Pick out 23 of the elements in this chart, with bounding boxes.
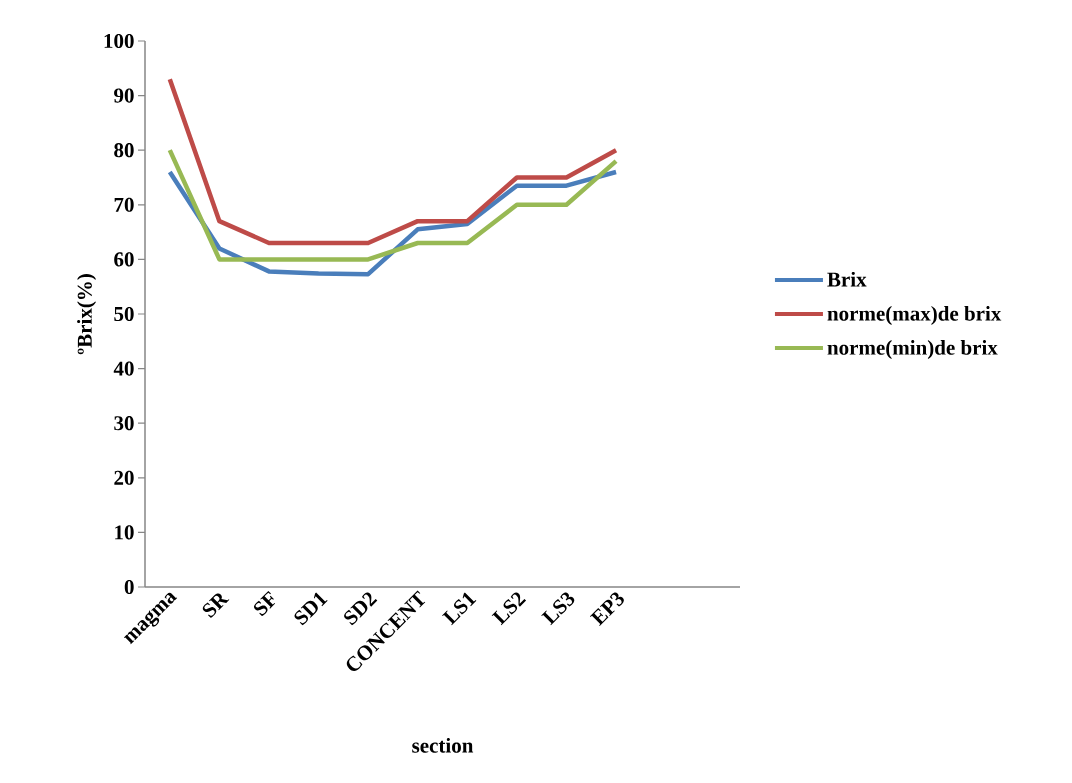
y-tick-label: 60 [114,252,134,267]
y-tick-label: 50 [114,306,134,322]
x-tick-label: SD1 [294,592,328,626]
y-tick-label: 100 [104,33,134,49]
x-tick-label: LS1 [442,592,477,626]
x-tick-label: LS2 [491,592,527,626]
y-axis-title: ºBrix(%) [77,274,97,355]
legend-label: norme(min)de brix [827,340,998,360]
x-tick-label: SR [202,593,230,618]
y-tick-label: 30 [114,416,134,431]
x-tick-label: SF [253,590,276,617]
x-tick-label: EP3 [590,592,624,627]
y-tick-label: 90 [114,88,134,103]
y-tick-label: 0 [124,579,134,595]
y-tick-label: 20 [114,470,134,485]
legend-label: Brix [827,271,867,287]
y-tick-label: 70 [114,197,134,212]
y-tick-label: 40 [113,361,134,376]
y-tick-label: 80 [114,143,134,158]
x-axis-title: section [412,737,474,753]
x-tick-label: LS3 [541,592,575,626]
legend-label: norme(max)de brix [827,305,1002,325]
y-tick-label: 10 [115,525,134,540]
